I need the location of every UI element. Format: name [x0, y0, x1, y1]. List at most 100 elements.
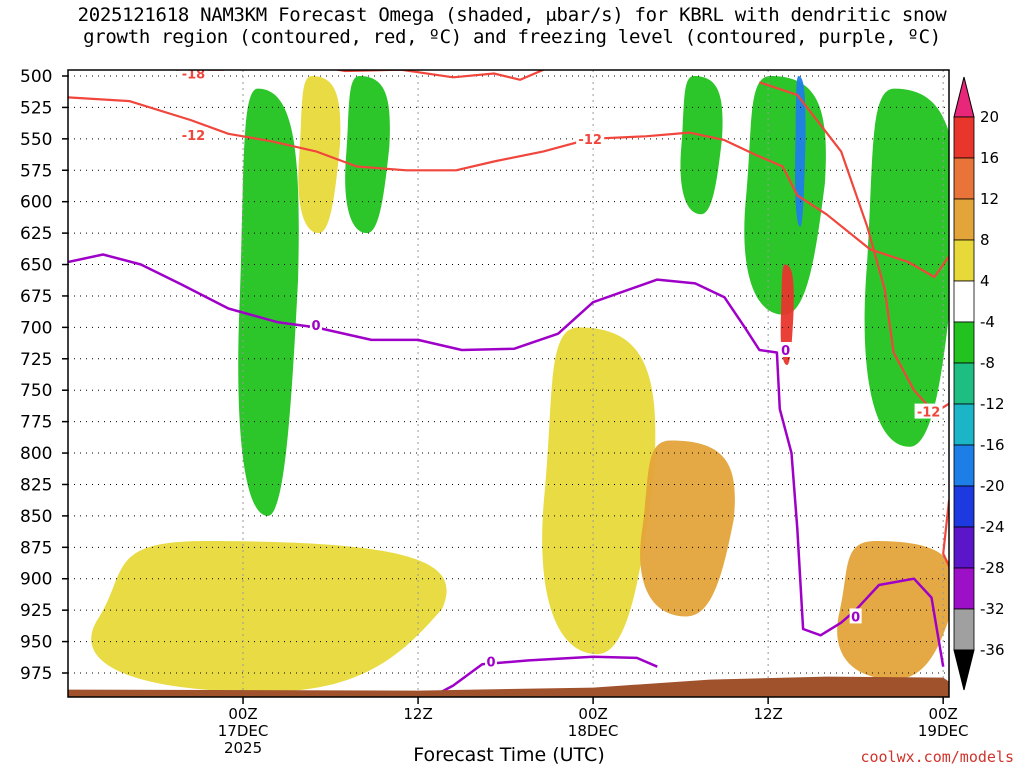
ground-terrain [68, 676, 949, 697]
colorbar-label: 12 [980, 190, 999, 208]
y-tick-label: 600 [20, 193, 52, 213]
colorbar-bin [953, 608, 975, 651]
x-tick-label: 00Z [228, 705, 257, 723]
contour-label: 0 [781, 344, 790, 359]
colorbar-label: 8 [980, 231, 990, 249]
y-tick-label: 850 [20, 507, 52, 527]
y-tick-label: 625 [20, 224, 52, 244]
contour-label: 0 [851, 610, 860, 625]
contour-label: 0 [311, 319, 320, 334]
colorbar-bin [953, 280, 975, 323]
y-tick-label: 875 [20, 538, 52, 558]
contour-label: -12 [917, 406, 941, 421]
y-tick-label: 800 [20, 444, 52, 464]
colorbar-label: -28 [980, 559, 1005, 577]
red-contour [68, 96, 949, 279]
contour-label-bg [779, 341, 792, 357]
chart-title-line-1: 2025121618 NAM3KM Forecast Omega (shaded… [77, 4, 947, 26]
y-tick-label: 500 [20, 67, 52, 87]
x-tick-label: 17DEC [218, 722, 269, 740]
colorbar-bin [953, 485, 975, 528]
contour-label-bg [484, 653, 497, 669]
chart-title: 2025121618 NAM3KM Forecast Omega (shaded… [0, 4, 1024, 48]
colorbar-bin [953, 526, 975, 569]
colorbar-bin [953, 567, 975, 610]
colorbar-label: -12 [980, 395, 1005, 413]
y-tick-label: 950 [20, 633, 52, 653]
omega-region-yellow [298, 76, 341, 234]
colorbar-label: -32 [980, 600, 1005, 618]
contour-label: 0 [486, 656, 495, 671]
contour-label-bg [179, 127, 208, 143]
omega-region-yellow [91, 541, 447, 692]
credit-text: coolwx.com/models [860, 748, 1014, 766]
ground-fill [68, 676, 949, 697]
colorbar-bin [953, 239, 975, 282]
contour-label: -12 [578, 133, 602, 148]
y-tick-label: 525 [20, 98, 52, 118]
contour-label-bg [914, 403, 943, 419]
colorbar-label: -8 [980, 354, 995, 372]
y-tick-label: 725 [20, 350, 52, 370]
y-tick-label: 575 [20, 161, 52, 181]
chart-title-line-2: growth region (contoured, red, ºC) and f… [83, 26, 941, 48]
y-tick-label: 750 [20, 381, 52, 401]
omega-region-orange [640, 440, 735, 617]
colorbar-bin [953, 116, 975, 159]
omega-region-green [864, 88, 949, 447]
x-tick-label: 12Z [403, 705, 432, 723]
omega-region-red [780, 264, 794, 366]
contour-label-bg [309, 316, 322, 332]
contour-label-bg [576, 130, 605, 146]
y-tick-label: 975 [20, 664, 52, 684]
colorbar-label: 4 [980, 272, 990, 290]
x-tick-label: 12Z [753, 705, 782, 723]
omega-region-green [680, 76, 723, 215]
omega-region-yellow [542, 327, 656, 655]
y-tick-label: 650 [20, 256, 52, 276]
y-tick-label: 675 [20, 287, 52, 307]
colorbar-under-triangle [953, 649, 975, 691]
colorbar-over-triangle [953, 76, 975, 118]
colorbar-bin [953, 321, 975, 364]
colorbar-bin [953, 362, 975, 405]
colorbar-bin [953, 444, 975, 487]
colorbar-label: -24 [980, 518, 1005, 536]
colorbar-label: 16 [980, 149, 999, 167]
freezing-level-contour [429, 655, 658, 697]
plot-frame [67, 69, 950, 698]
gridlines [68, 70, 949, 697]
y-tick-label: 825 [20, 475, 52, 495]
colorbar-label: -16 [980, 436, 1005, 454]
x-axis-label: Forecast Time (UTC) [413, 744, 605, 766]
colorbar-label: 20 [980, 108, 999, 126]
colorbar-label: -4 [980, 313, 995, 331]
x-tick-label: 00Z [578, 705, 607, 723]
omega-region-green [345, 76, 390, 234]
colorbar-label: -36 [980, 641, 1005, 659]
x-tick-label: 00Z [928, 705, 957, 723]
y-tick-label: 925 [20, 601, 52, 621]
colorbar-bin [953, 198, 975, 241]
y-tick-label: 550 [20, 130, 52, 150]
contour-label: -12 [182, 129, 206, 144]
colorbar-label: -20 [980, 477, 1005, 495]
y-tick-label: 775 [20, 413, 52, 433]
y-tick-label: 900 [20, 570, 52, 590]
x-tick-label: 19DEC [918, 722, 969, 740]
colorbar-bin [953, 157, 975, 200]
contour-label: -18 [182, 67, 206, 82]
colorbar: 20 16 12 8 4 -4 -8 -12 -16 -20 -24 -28 -32 -36 [953, 76, 1005, 691]
red-contour [175, 70, 544, 81]
omega-region-blue [795, 76, 806, 227]
y-axis: 500 525 550 575 600 625 650 675 700 725 750 775 800 8… [20, 67, 68, 684]
contours: -18 -12 -12 -12 0 0 0 0 [68, 67, 949, 697]
colorbar-bin [953, 403, 975, 446]
x-tick-label: 18DEC [568, 722, 619, 740]
contour-label-bg [849, 608, 862, 624]
omega-shading [91, 76, 949, 692]
x-tick-label: 2025 [224, 739, 262, 757]
freezing-level-contour [68, 253, 945, 667]
